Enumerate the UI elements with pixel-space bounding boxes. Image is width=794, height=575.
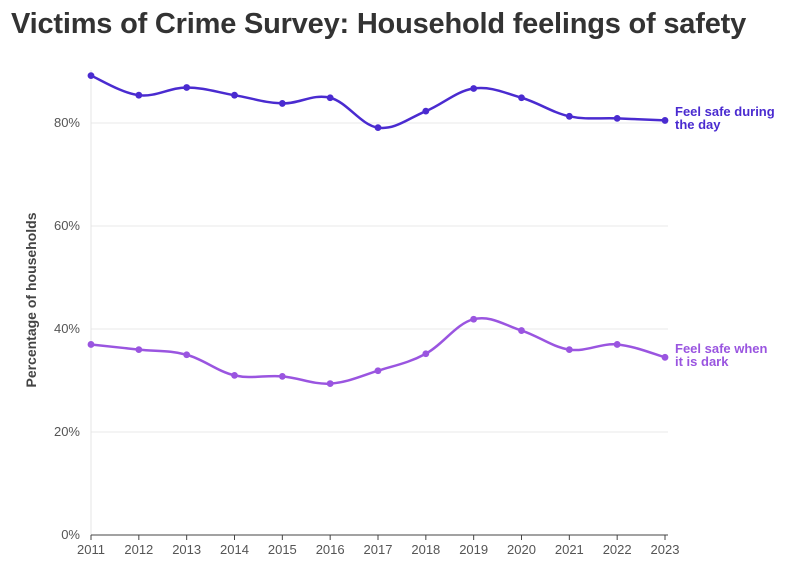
data-point bbox=[135, 91, 143, 99]
x-tick-label: 2016 bbox=[316, 542, 345, 557]
data-point bbox=[518, 94, 525, 102]
data-point bbox=[135, 346, 143, 353]
data-point bbox=[518, 327, 525, 334]
data-point bbox=[87, 341, 95, 348]
data-point bbox=[613, 341, 621, 348]
data-point bbox=[374, 124, 382, 132]
data-point bbox=[565, 112, 573, 120]
x-tick-label: 2023 bbox=[651, 542, 680, 557]
x-tick-label: 2015 bbox=[268, 542, 297, 557]
data-point bbox=[661, 117, 669, 124]
x-tick-label: 2011 bbox=[77, 542, 105, 557]
data-point bbox=[565, 346, 573, 353]
axes: 0% 20% 40% 60% 80% 2011 2012 2013 2014 2015 2016 20… bbox=[54, 70, 679, 557]
data-point bbox=[326, 94, 334, 102]
data-point bbox=[661, 353, 669, 361]
series-label: it is dark bbox=[675, 354, 729, 369]
x-tick-label: 2018 bbox=[411, 542, 440, 557]
y-tick-label: 60% bbox=[54, 218, 80, 233]
x-tick-label: 2022 bbox=[603, 542, 632, 557]
x-tick-label: 2019 bbox=[459, 542, 488, 557]
x-tick-label: 2021 bbox=[555, 542, 584, 557]
data-point bbox=[183, 84, 191, 91]
y-tick-label: 80% bbox=[54, 115, 80, 130]
series-label: Feel safe during bbox=[675, 104, 775, 119]
data-point bbox=[422, 107, 430, 115]
y-tick-label: 40% bbox=[54, 321, 80, 336]
data-point bbox=[278, 372, 286, 380]
y-axis-label: Percentage of households bbox=[23, 212, 39, 387]
data-point bbox=[613, 114, 621, 122]
data-point bbox=[278, 100, 286, 107]
data-point bbox=[231, 91, 238, 99]
series-label: the day bbox=[675, 117, 721, 132]
x-tick-label: 2012 bbox=[124, 542, 153, 557]
data-point bbox=[422, 350, 430, 358]
x-tick-label: 2020 bbox=[507, 542, 536, 557]
data-point bbox=[87, 72, 95, 80]
x-tick-label: 2017 bbox=[364, 542, 393, 557]
gridlines bbox=[91, 122, 668, 433]
y-tick-label: 0% bbox=[61, 527, 80, 542]
chart-title: Victims of Crime Survey: Household feeli… bbox=[11, 8, 747, 40]
data-point bbox=[470, 85, 478, 92]
data-point bbox=[470, 315, 478, 323]
y-tick-label: 20% bbox=[54, 424, 80, 439]
x-tick-label: 2014 bbox=[220, 542, 249, 557]
data-point bbox=[374, 367, 382, 375]
data-point bbox=[183, 351, 191, 359]
series-line bbox=[89, 74, 667, 130]
x-tick-label: 2013 bbox=[172, 542, 201, 557]
data-point bbox=[231, 371, 238, 379]
data-point bbox=[326, 380, 334, 387]
series-label: Feel safe when bbox=[675, 341, 768, 356]
